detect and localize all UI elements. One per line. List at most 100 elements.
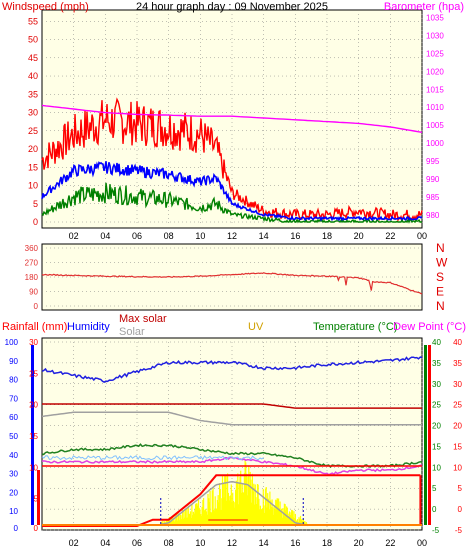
solar-bar xyxy=(256,484,259,526)
solar-bar xyxy=(179,520,181,526)
solar-bar xyxy=(201,507,203,526)
compass-tick: W xyxy=(436,256,448,270)
solar-line xyxy=(41,411,422,426)
temperature-tick: 15 xyxy=(432,442,441,451)
solar-bar xyxy=(170,519,172,526)
solar-bar xyxy=(291,509,293,526)
dewpoint-tick: 10 xyxy=(453,463,462,472)
solar-bar xyxy=(225,500,227,526)
solar-bar xyxy=(248,484,251,526)
solar-bar xyxy=(264,512,266,526)
solar-bar xyxy=(293,511,295,526)
dewpoint-tick: 30 xyxy=(453,380,462,389)
rain-tick: 5 xyxy=(34,495,39,504)
solar-bar xyxy=(195,504,197,526)
humidity-line xyxy=(41,356,423,383)
solar-bar xyxy=(277,498,279,526)
solar-bar xyxy=(194,509,196,526)
solar-bar xyxy=(172,516,174,526)
x-tick-label: 02 xyxy=(69,231,79,241)
humidity-tick: 80 xyxy=(9,376,18,385)
solar-bar xyxy=(178,515,180,526)
solar-bar xyxy=(272,514,275,526)
solar-bar xyxy=(287,513,289,526)
solar-bar xyxy=(189,513,191,526)
solar-bar xyxy=(258,498,260,526)
barometer-tick: 1015 xyxy=(426,85,444,94)
solar-bar xyxy=(248,465,250,526)
solar-bar xyxy=(288,516,290,526)
solar-bar xyxy=(299,515,302,526)
x-tick-label: 12 xyxy=(227,231,237,241)
solar-bar xyxy=(247,476,249,526)
solar-bar xyxy=(254,484,256,526)
barometer-tick: 1030 xyxy=(426,32,444,41)
solar-bar xyxy=(230,484,232,526)
solar-bar xyxy=(254,504,256,526)
solar-bar xyxy=(232,492,234,526)
solar-bar xyxy=(278,498,280,526)
temperature-tick: 20 xyxy=(432,422,441,431)
solar-bar xyxy=(218,502,220,526)
solar-bar xyxy=(232,500,235,526)
solar-bar xyxy=(200,516,202,526)
windspeed-tick: 50 xyxy=(28,35,38,45)
barometer-tick: 1000 xyxy=(426,139,444,148)
solar-bar xyxy=(273,505,275,526)
temperature-tick: 35 xyxy=(432,359,441,368)
compass-tick: N xyxy=(436,241,445,255)
dewpoint-tick: 5 xyxy=(458,484,463,493)
temperature-tick: 10 xyxy=(432,463,441,472)
solar-bar xyxy=(187,505,189,526)
chart-title: 24 hour graph day : 09 November 2025 xyxy=(136,1,328,13)
wind-direction-line xyxy=(41,272,423,295)
solar-bar xyxy=(190,517,192,526)
windspeed-tick: 35 xyxy=(28,89,38,99)
solar-bar xyxy=(264,488,267,526)
solar-bar xyxy=(203,510,205,526)
humidity-tick: 60 xyxy=(9,413,18,422)
solar-bar xyxy=(276,498,278,526)
windspeed-tick: 55 xyxy=(28,16,38,26)
windspeed-tick: 25 xyxy=(28,126,38,136)
windspeed-tick: 30 xyxy=(28,108,38,118)
x-tick-label: 08 xyxy=(164,538,174,548)
humidity-tick: 70 xyxy=(9,394,18,403)
dewpoint-tick: 0 xyxy=(458,505,463,514)
solar-bar xyxy=(198,507,200,526)
solar-bar xyxy=(283,511,285,526)
solar-bar xyxy=(244,460,246,526)
solar-bar xyxy=(245,462,247,526)
solar-bar xyxy=(282,508,284,526)
humidity-tick: 90 xyxy=(9,357,18,366)
x-tick-label: 04 xyxy=(100,538,110,548)
solar-bar xyxy=(262,489,264,526)
x-tick-label: 00 xyxy=(417,538,427,548)
solar-bar xyxy=(193,513,195,526)
x-tick-label: 08 xyxy=(164,231,174,241)
direction-tick: 270 xyxy=(25,259,39,268)
solar-bar xyxy=(213,510,216,526)
solar-bar xyxy=(170,517,173,526)
rain-tick: 25 xyxy=(29,369,38,378)
rain-tick: 15 xyxy=(29,432,38,441)
solar-bar xyxy=(239,476,241,526)
solar-bar xyxy=(270,500,272,526)
solar-bar xyxy=(235,480,237,526)
solar-bar xyxy=(252,491,254,526)
x-tick-label: 18 xyxy=(322,538,332,548)
solar-bar xyxy=(207,494,209,526)
solar-bar xyxy=(280,508,283,526)
solar-bar xyxy=(222,482,224,526)
solar-bar xyxy=(298,517,300,526)
barometer-tick: 1010 xyxy=(426,103,444,112)
solar-bar xyxy=(224,476,226,526)
solar-bar xyxy=(219,489,221,526)
solar-bar xyxy=(175,520,177,526)
solar-bar xyxy=(227,473,229,526)
temperature-tick: 40 xyxy=(432,338,441,347)
solar-bar xyxy=(221,475,224,526)
solar-bar xyxy=(177,513,179,526)
max-solar-curve xyxy=(160,480,309,527)
solar-bar xyxy=(174,514,176,526)
